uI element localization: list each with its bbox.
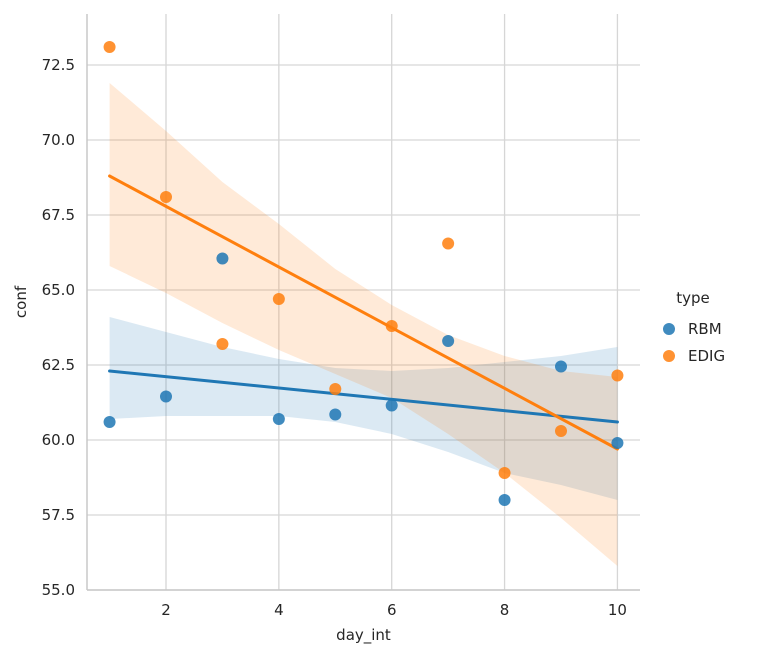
y-axis-label: conf [12, 285, 30, 318]
legend-marker-rbm [663, 323, 675, 335]
y-tick-label: 60.0 [42, 431, 75, 449]
point-edig [160, 191, 172, 203]
y-tick-label: 65.0 [42, 281, 75, 299]
ci-band-edig [109, 83, 618, 566]
point-rbm [216, 252, 229, 265]
y-tick-label: 72.5 [42, 56, 75, 74]
point-rbm [611, 437, 624, 449]
y-tick-label: 55.0 [42, 581, 75, 599]
point-edig [442, 237, 455, 250]
point-edig [611, 369, 624, 382]
fit-line-edig [108, 174, 619, 451]
point-rbm [329, 408, 342, 421]
point-rbm [103, 416, 116, 428]
y-tick-label: 70.0 [42, 131, 75, 149]
y-tick-label: 67.5 [42, 206, 75, 224]
fit-line-rbm [108, 369, 619, 424]
point-edig [216, 338, 229, 350]
point-rbm [160, 390, 172, 403]
legend: type RBM EDIG [663, 289, 725, 365]
axes: 2 4 6 8 10 55.0 57.5 60.0 62.5 65.0 67.5 70.0 72.5 [42, 14, 640, 619]
legend-marker-edig [663, 350, 675, 362]
x-tick-label: 8 [500, 601, 510, 619]
x-tick-label: 2 [161, 601, 171, 619]
point-edig [103, 41, 116, 53]
point-edig [385, 320, 398, 332]
confidence-bands [109, 83, 618, 566]
x-tick-label: 6 [387, 601, 397, 619]
point-edig [329, 383, 342, 395]
legend-title: type [676, 289, 710, 307]
x-tick-label: 10 [608, 601, 627, 619]
point-edig [272, 293, 285, 305]
point-rbm [498, 494, 511, 506]
y-tick-label: 62.5 [42, 356, 75, 374]
legend-label-edig: EDIG [688, 347, 725, 365]
point-rbm [555, 360, 567, 373]
point-rbm [272, 413, 285, 425]
x-tick-label: 4 [274, 601, 284, 619]
data-points [103, 41, 624, 506]
x-axis-label: day_int [336, 626, 391, 645]
legend-label-rbm: RBM [688, 320, 722, 338]
point-edig [498, 467, 511, 479]
point-edig [555, 425, 567, 437]
regression-lines [108, 174, 619, 451]
point-rbm [385, 399, 398, 412]
y-tick-label: 57.5 [42, 506, 75, 524]
point-rbm [442, 335, 455, 347]
ci-band-rbm [109, 317, 618, 500]
